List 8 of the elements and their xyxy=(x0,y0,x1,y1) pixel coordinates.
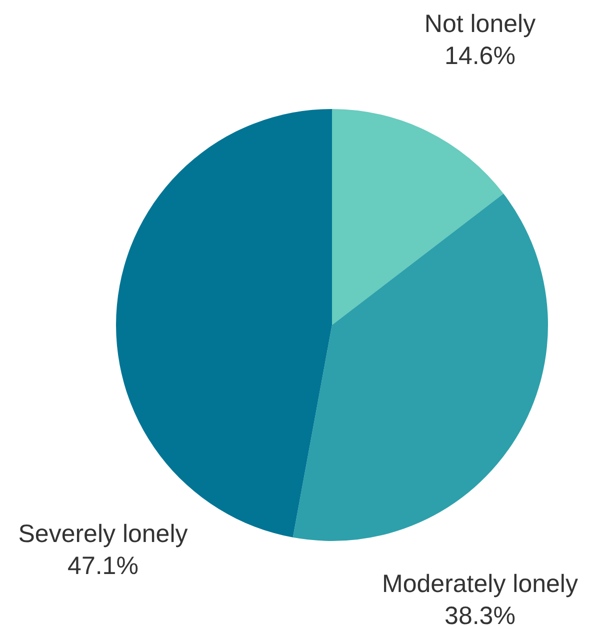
data-label: 47.1% xyxy=(68,552,138,580)
slice-label: Severely lonely xyxy=(18,520,188,548)
pie-slice xyxy=(292,194,548,541)
data-label: 14.6% xyxy=(444,42,516,70)
data-label: 38.3% xyxy=(444,602,516,629)
pie-slice xyxy=(332,109,504,325)
slice-label: Moderately lonely xyxy=(382,570,578,598)
slice-label: Not lonely xyxy=(424,10,536,38)
